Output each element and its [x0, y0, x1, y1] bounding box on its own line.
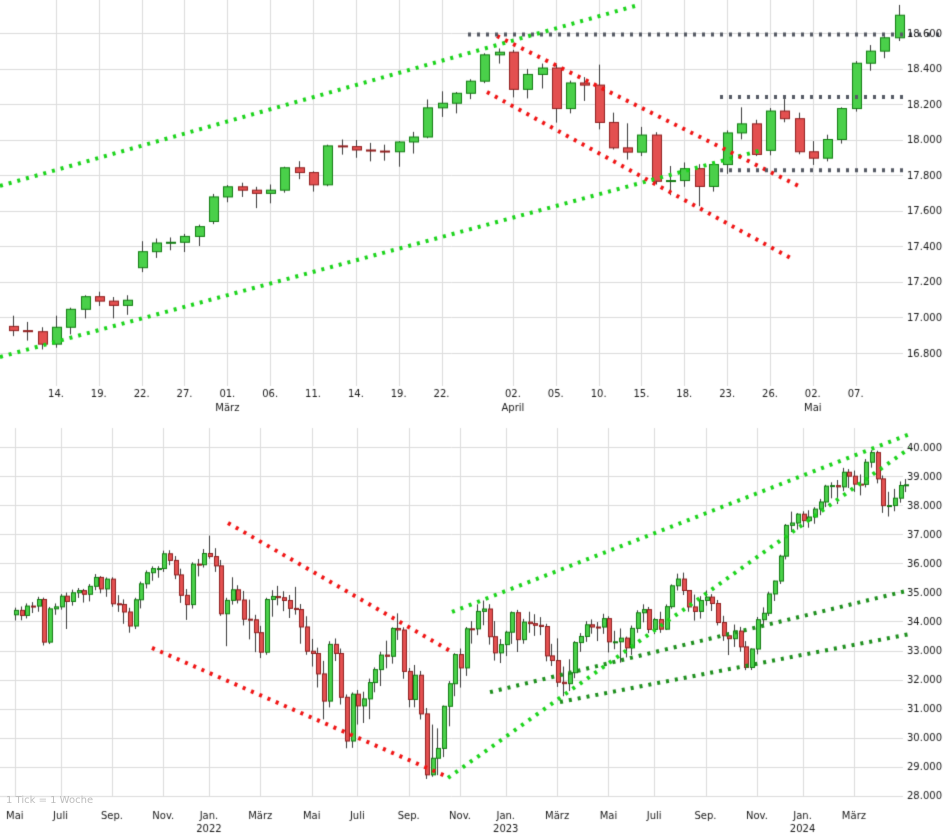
weekly-candlestick-chart: [0, 420, 943, 838]
tick-note: 1 Tick = 1 Woche: [6, 795, 94, 806]
daily-candlestick-chart: [0, 0, 943, 420]
